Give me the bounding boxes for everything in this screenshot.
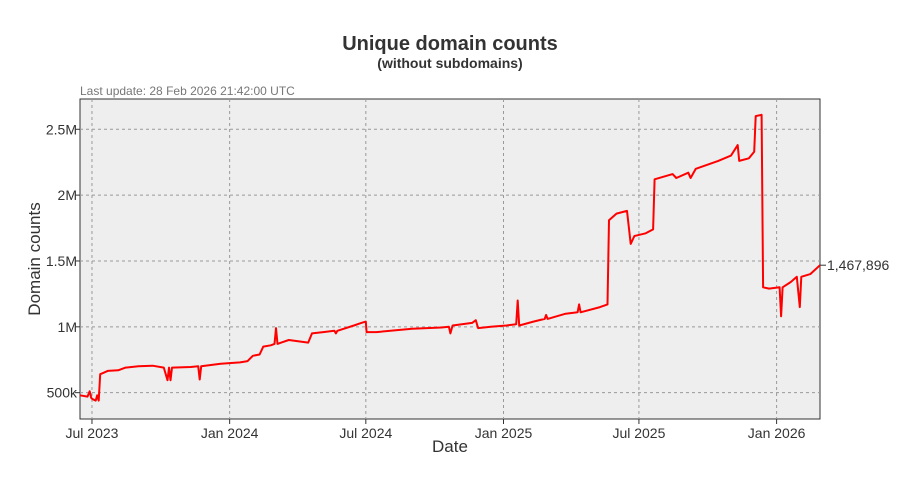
x-axis-label: Date (432, 437, 468, 456)
chart-title: Unique domain counts (342, 33, 558, 55)
y-axis-label: Domain counts (25, 202, 44, 315)
y-tick-label: 2.5M (46, 121, 77, 137)
chart-subtitle: (without subdomains) (377, 55, 522, 71)
last-update-note: Last update: 28 Feb 2026 21:42:00 UTC (80, 84, 295, 98)
x-tick-label: Jul 2025 (612, 425, 665, 441)
x-tick-label: Jan 2024 (201, 425, 259, 441)
y-tick-label: 2M (58, 187, 77, 203)
grid (80, 99, 820, 419)
x-tick-label: Jul 2024 (339, 425, 392, 441)
axis-ticks: Jul 2023 Jan 2024 Jul 2024 Jan 2025 Jul 2025… (46, 121, 806, 441)
x-tick-label: Jan 2025 (475, 425, 533, 441)
x-tick-label: Jul 2023 (66, 425, 119, 441)
y-tick-label: 1.5M (46, 253, 77, 269)
series-line (79, 113, 821, 402)
plot-area (79, 98, 821, 420)
x-tick-label: Jan 2026 (748, 425, 806, 441)
y-tick-label: 500k (47, 385, 78, 401)
end-value-label: 1,467,896 (827, 257, 889, 273)
y-tick-label: 1M (58, 319, 77, 335)
